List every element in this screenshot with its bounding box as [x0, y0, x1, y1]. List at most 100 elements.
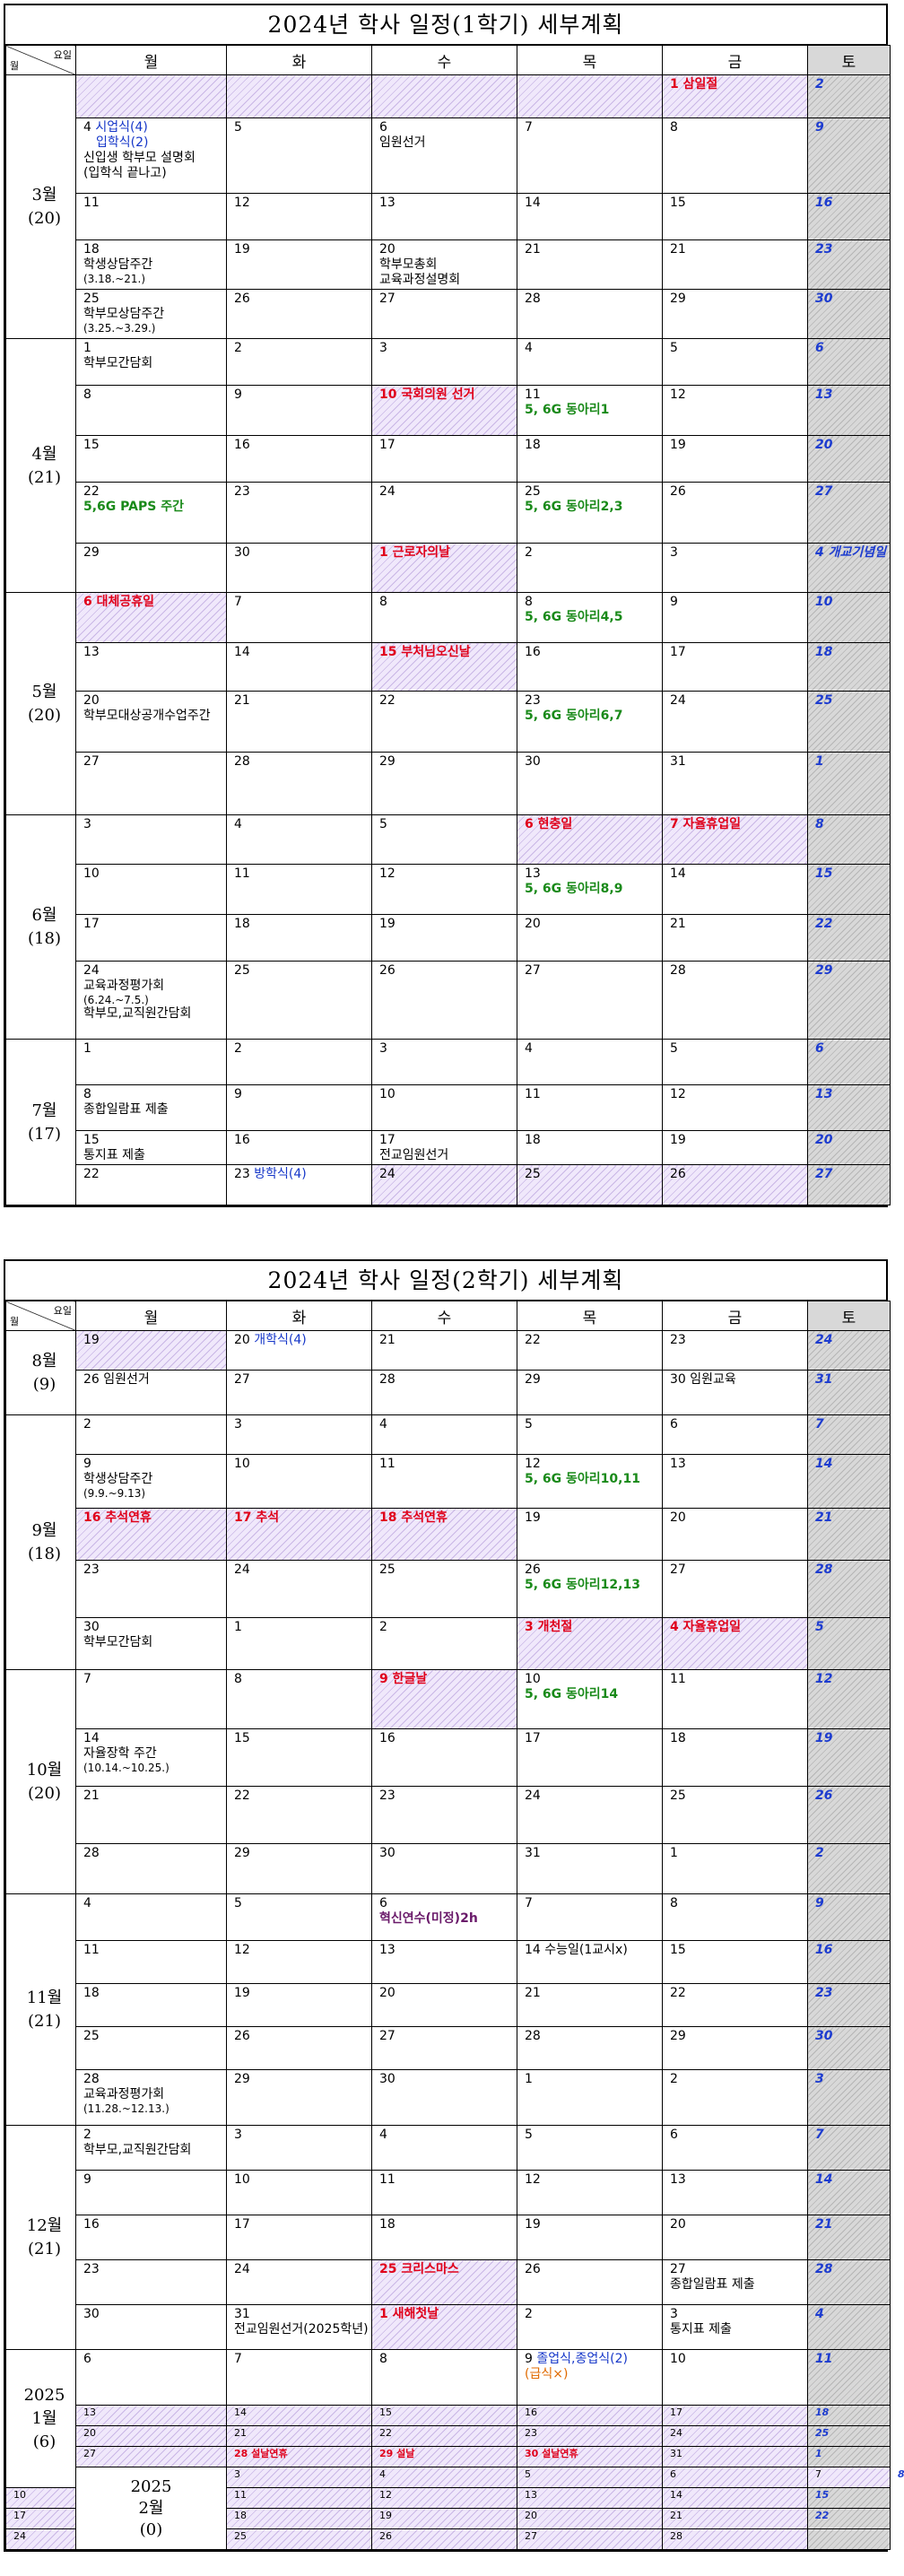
day-cell: 2	[75, 1414, 227, 1455]
week-row: 21 22 23 24 25 26	[6, 1786, 891, 1844]
day-cell: 6 혁신연수(미정)2h	[371, 1893, 517, 1941]
day-cell: 23 방학식(4)	[226, 1164, 372, 1205]
month-label: 2월	[138, 2498, 164, 2518]
day-number: 24	[815, 1333, 833, 1347]
day-cell: 21	[226, 2425, 372, 2447]
day-header: 11	[525, 387, 662, 403]
day-number: 1 근로자의날	[379, 545, 451, 560]
day-number: 28	[379, 1372, 396, 1387]
day-cell: 8	[226, 1669, 372, 1729]
day-cell: 27	[75, 2446, 227, 2467]
day-number: 15	[815, 2489, 830, 2501]
day-header: 21	[815, 2217, 890, 2232]
day-number: 4	[379, 2128, 387, 2142]
day-cell: 31	[662, 752, 808, 815]
day-header: 29	[525, 1372, 662, 1388]
day-number: 6	[670, 1417, 678, 1432]
day-cell: 16	[371, 1728, 517, 1787]
day-cell: 12	[226, 193, 372, 240]
day-header: 22	[525, 1333, 662, 1348]
school-day-count: (18)	[28, 929, 61, 948]
day-number: 11	[234, 866, 250, 881]
day-event: 전교임원선거	[379, 1148, 449, 1162]
day-cell: 26	[371, 2528, 517, 2550]
day-cell: 11	[371, 2170, 517, 2215]
day-header: 18	[670, 1731, 807, 1746]
day-number: 26	[670, 1167, 686, 1181]
day-number: 29 설날	[379, 2448, 415, 2459]
day-cell: 29	[662, 289, 808, 339]
day-header: 16	[234, 438, 371, 453]
day-header: 20	[379, 1986, 517, 2001]
day-number: 9	[83, 1457, 91, 1471]
saturday-cell: 29	[807, 961, 891, 1040]
week-row: 8월 (9) 19 20 개학식(4) 21 22 23 24	[5, 1330, 891, 1415]
month-label: 8월	[31, 1352, 57, 1371]
day-number: 24	[379, 1167, 396, 1181]
day-cell: 22	[226, 1786, 372, 1844]
day-cell: 25	[517, 1164, 663, 1205]
day-header: 12	[379, 2489, 517, 2501]
day-header: 12	[234, 196, 371, 211]
day-cell: 14 자율장학 주간 (10.14.~10.25.)	[75, 1728, 227, 1787]
day-cell: 30	[371, 2069, 517, 2126]
day-cell: 27	[517, 961, 663, 1040]
day-cell: 14	[517, 193, 663, 240]
day-cell: 20	[517, 2508, 663, 2529]
day-number: 26	[379, 2530, 392, 2542]
day-header: 13	[525, 866, 662, 882]
week-row: 22 23 방학식(4) 24 25 26 27	[6, 1164, 891, 1205]
day-event: 개학식(4)	[254, 1333, 307, 1347]
day-event: 5, 6G 동아리8,9	[525, 882, 623, 896]
schedule-table: 요일 월 월 화 수 목 금 토 8월 (9) 19 20 개학식(4) 21 22 23 24 26 임원선거…	[5, 1301, 904, 2550]
day-number: 27	[83, 754, 100, 769]
day-cell: 21	[662, 2508, 808, 2529]
day-number: 14	[525, 1943, 541, 1957]
day-number: 20	[83, 693, 100, 708]
day-event: 학부모총회	[379, 257, 438, 272]
day-number: 15	[670, 196, 686, 210]
day-number: 8	[379, 595, 387, 609]
day-number: 25	[525, 484, 541, 499]
day-header: 19	[525, 1510, 662, 1526]
day-event: (3.18.~21.)	[83, 273, 146, 285]
day-number: 22	[83, 484, 100, 499]
day-header: 6	[379, 1896, 517, 1911]
day-header: 11	[525, 1087, 662, 1102]
day-cell: 31 전교임원선거(2025학년)	[226, 2304, 372, 2350]
day-number: 25	[525, 1167, 541, 1181]
day-number: 14	[815, 1457, 833, 1471]
day-header: 11	[234, 866, 371, 882]
day-number: 3	[815, 2072, 824, 2086]
day-number: 1	[815, 754, 824, 769]
day-cell: 29	[662, 2026, 808, 2070]
day-header: 1 근로자의날	[379, 545, 517, 561]
day-number: 18	[525, 438, 541, 452]
day-cell: 10	[5, 2487, 76, 2509]
day-number: 21	[815, 1510, 833, 1525]
week-row: 2025 1월 (6) 6 7 8 9 졸업식,종업식(2) (급식×) 10 11	[5, 2349, 891, 2488]
day-cell: 1	[226, 1617, 372, 1670]
day-header: 30	[379, 2072, 517, 2087]
day-header: 25	[83, 292, 226, 307]
day-cell: 28	[226, 752, 372, 815]
day-number: 6 대체공휴일	[83, 595, 155, 609]
day-number: 22	[670, 1986, 686, 2000]
day-header: 21	[670, 2510, 807, 2521]
week-row: 8 종합일람표 제출 9 10 11 12 13	[6, 1084, 891, 1131]
weekday-header-1: 월	[75, 1301, 227, 1331]
day-cell: 28	[662, 961, 808, 1040]
day-number: 12	[234, 1943, 250, 1957]
week-row: 15 통지표 제출 16 17 전교임원선거 18 19 20	[6, 1130, 891, 1165]
day-cell: 25	[371, 1560, 517, 1618]
day-header: 15	[83, 1133, 226, 1148]
week-row: 17 18 19 20 21 22	[6, 914, 891, 962]
saturday-cell: 18	[807, 2405, 891, 2426]
month-cell: 9월 (18)	[5, 1414, 76, 1670]
day-cell: 26	[371, 961, 517, 1040]
day-number: 2	[379, 1620, 387, 1634]
month-label: 5월	[31, 683, 57, 701]
day-header: 2	[234, 341, 371, 356]
day-cell: 5	[517, 2467, 663, 2488]
week-row: 13 14 15 16 17 18	[6, 2405, 891, 2426]
